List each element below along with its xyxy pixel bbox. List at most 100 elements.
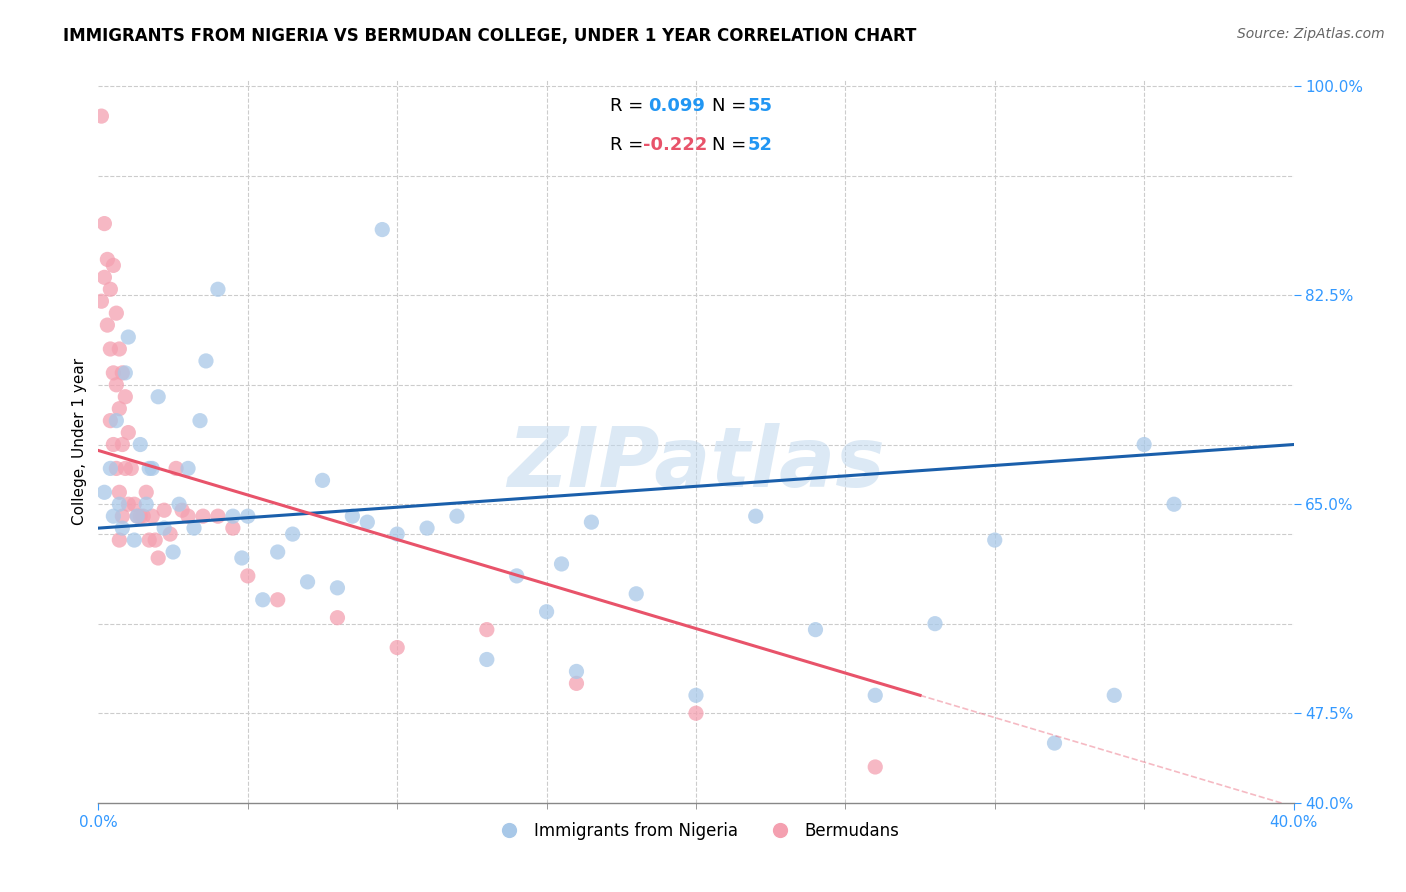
Legend: Immigrants from Nigeria, Bermudans: Immigrants from Nigeria, Bermudans <box>485 815 907 847</box>
Point <box>385 640 409 655</box>
Text: IMMIGRANTS FROM NIGERIA VS BERMUDAN COLLEGE, UNDER 1 YEAR CORRELATION CHART: IMMIGRANTS FROM NIGERIA VS BERMUDAN COLL… <box>63 27 917 45</box>
Point <box>138 461 160 475</box>
Text: N =: N = <box>711 96 751 114</box>
Point <box>207 509 229 524</box>
Point <box>135 485 157 500</box>
Point <box>129 437 152 451</box>
Point <box>177 461 200 475</box>
Point <box>172 503 194 517</box>
Point <box>267 592 290 607</box>
Point <box>1043 736 1066 750</box>
Point <box>108 342 131 356</box>
Point <box>153 521 176 535</box>
Point <box>135 497 157 511</box>
Point <box>148 551 170 566</box>
Point <box>90 294 112 309</box>
Point <box>117 497 139 511</box>
Point <box>167 497 190 511</box>
Point <box>311 474 333 488</box>
Point <box>98 282 122 296</box>
Text: -0.222: -0.222 <box>644 136 707 154</box>
Point <box>105 461 128 475</box>
Point <box>111 366 134 380</box>
Point <box>162 545 184 559</box>
Point <box>148 390 170 404</box>
Point <box>143 533 166 547</box>
Point <box>1163 497 1185 511</box>
Point <box>236 569 259 583</box>
Point <box>98 342 122 356</box>
Point <box>108 485 131 500</box>
Point <box>132 509 155 524</box>
Point <box>105 306 128 320</box>
Point <box>138 533 160 547</box>
Point <box>90 109 112 123</box>
Point <box>222 521 245 535</box>
Point <box>565 676 588 690</box>
Point <box>924 616 946 631</box>
Point <box>685 689 707 703</box>
Text: ZIPatlas: ZIPatlas <box>508 423 884 504</box>
Text: R =: R = <box>610 136 650 154</box>
Text: Source: ZipAtlas.com: Source: ZipAtlas.com <box>1237 27 1385 41</box>
Point <box>326 610 349 624</box>
Point <box>745 509 768 524</box>
Point <box>105 414 128 428</box>
Point <box>416 521 439 535</box>
Point <box>565 665 588 679</box>
Point <box>581 515 603 529</box>
Point <box>108 497 131 511</box>
Point <box>236 509 259 524</box>
Point <box>267 545 290 559</box>
Point <box>120 461 142 475</box>
Point <box>127 509 149 524</box>
Text: R =: R = <box>610 96 650 114</box>
Point <box>297 574 319 589</box>
Point <box>326 581 349 595</box>
Point <box>114 366 136 380</box>
Point <box>108 401 131 416</box>
Point <box>865 689 887 703</box>
Point <box>183 521 205 535</box>
Point <box>865 760 887 774</box>
Point <box>117 330 139 344</box>
Point <box>506 569 529 583</box>
Point <box>114 461 136 475</box>
Point <box>536 605 558 619</box>
Point <box>281 527 304 541</box>
Point <box>177 509 200 524</box>
Point <box>342 509 364 524</box>
Point <box>550 557 572 571</box>
Point <box>103 259 125 273</box>
Point <box>103 437 125 451</box>
Point <box>153 503 176 517</box>
Point <box>96 318 118 332</box>
Point <box>804 623 827 637</box>
Point <box>188 414 211 428</box>
Point <box>114 390 136 404</box>
Point <box>207 282 229 296</box>
Point <box>98 414 122 428</box>
Point <box>222 509 245 524</box>
Point <box>117 425 139 440</box>
Point <box>111 521 134 535</box>
Point <box>371 222 394 236</box>
Text: N =: N = <box>711 136 751 154</box>
Point <box>129 509 152 524</box>
Point <box>105 377 128 392</box>
Point <box>475 623 498 637</box>
Point <box>124 533 146 547</box>
Point <box>93 485 115 500</box>
Point <box>626 587 648 601</box>
Point <box>141 509 163 524</box>
Point <box>475 652 498 666</box>
Point <box>159 527 181 541</box>
Point <box>252 592 274 607</box>
Point <box>385 527 409 541</box>
Point <box>96 252 118 267</box>
Point <box>103 509 125 524</box>
Text: 0.099: 0.099 <box>648 96 704 114</box>
Point <box>124 497 146 511</box>
Point <box>984 533 1007 547</box>
Text: 52: 52 <box>748 136 772 154</box>
